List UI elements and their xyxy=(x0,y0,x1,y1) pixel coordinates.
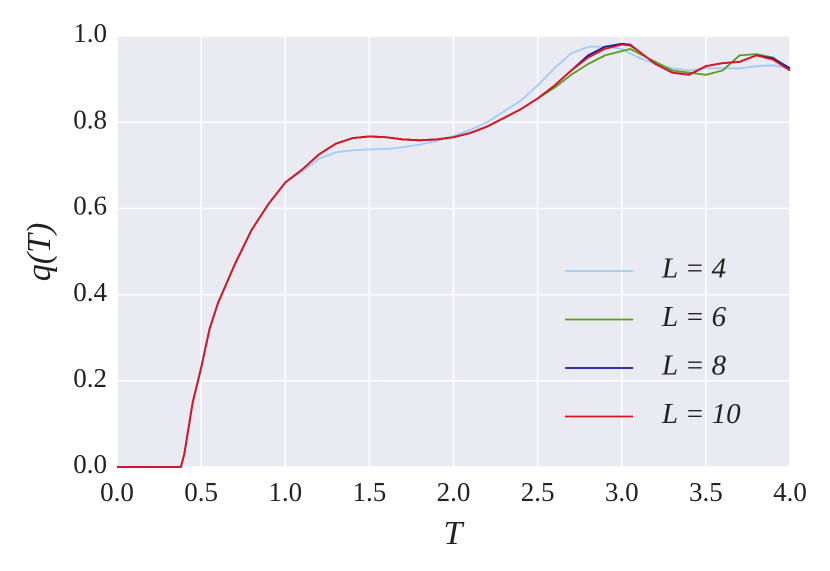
y-tick-label: 0.6 xyxy=(73,191,107,221)
legend-label: L = 6 xyxy=(661,301,727,333)
x-tick-label: 0.5 xyxy=(184,477,218,507)
y-tick-label: 1.0 xyxy=(73,18,107,48)
y-axis-label: q(T) xyxy=(21,223,58,282)
y-tick-label: 0.2 xyxy=(73,363,107,393)
x-tick-label: 1.5 xyxy=(353,477,387,507)
legend-label: L = 8 xyxy=(661,350,727,382)
y-tick-label: 0.8 xyxy=(73,104,107,134)
x-tick-label: 2.0 xyxy=(437,477,471,507)
data-line xyxy=(117,43,791,468)
legend-label: L = 10 xyxy=(661,398,741,430)
y-tick-label: 0.0 xyxy=(73,449,107,479)
legend-label: L = 4 xyxy=(661,253,726,285)
x-tick-label: 0.0 xyxy=(100,477,134,507)
x-tick-label: 1.0 xyxy=(268,477,302,507)
y-tick-label: 0.4 xyxy=(73,277,107,307)
x-tick-label: 4.0 xyxy=(773,477,807,507)
x-tick-label: 3.0 xyxy=(605,477,639,507)
x-tick-label: 3.5 xyxy=(689,477,723,507)
x-tick-label: 2.5 xyxy=(521,477,555,507)
x-axis-label: T xyxy=(444,515,465,552)
